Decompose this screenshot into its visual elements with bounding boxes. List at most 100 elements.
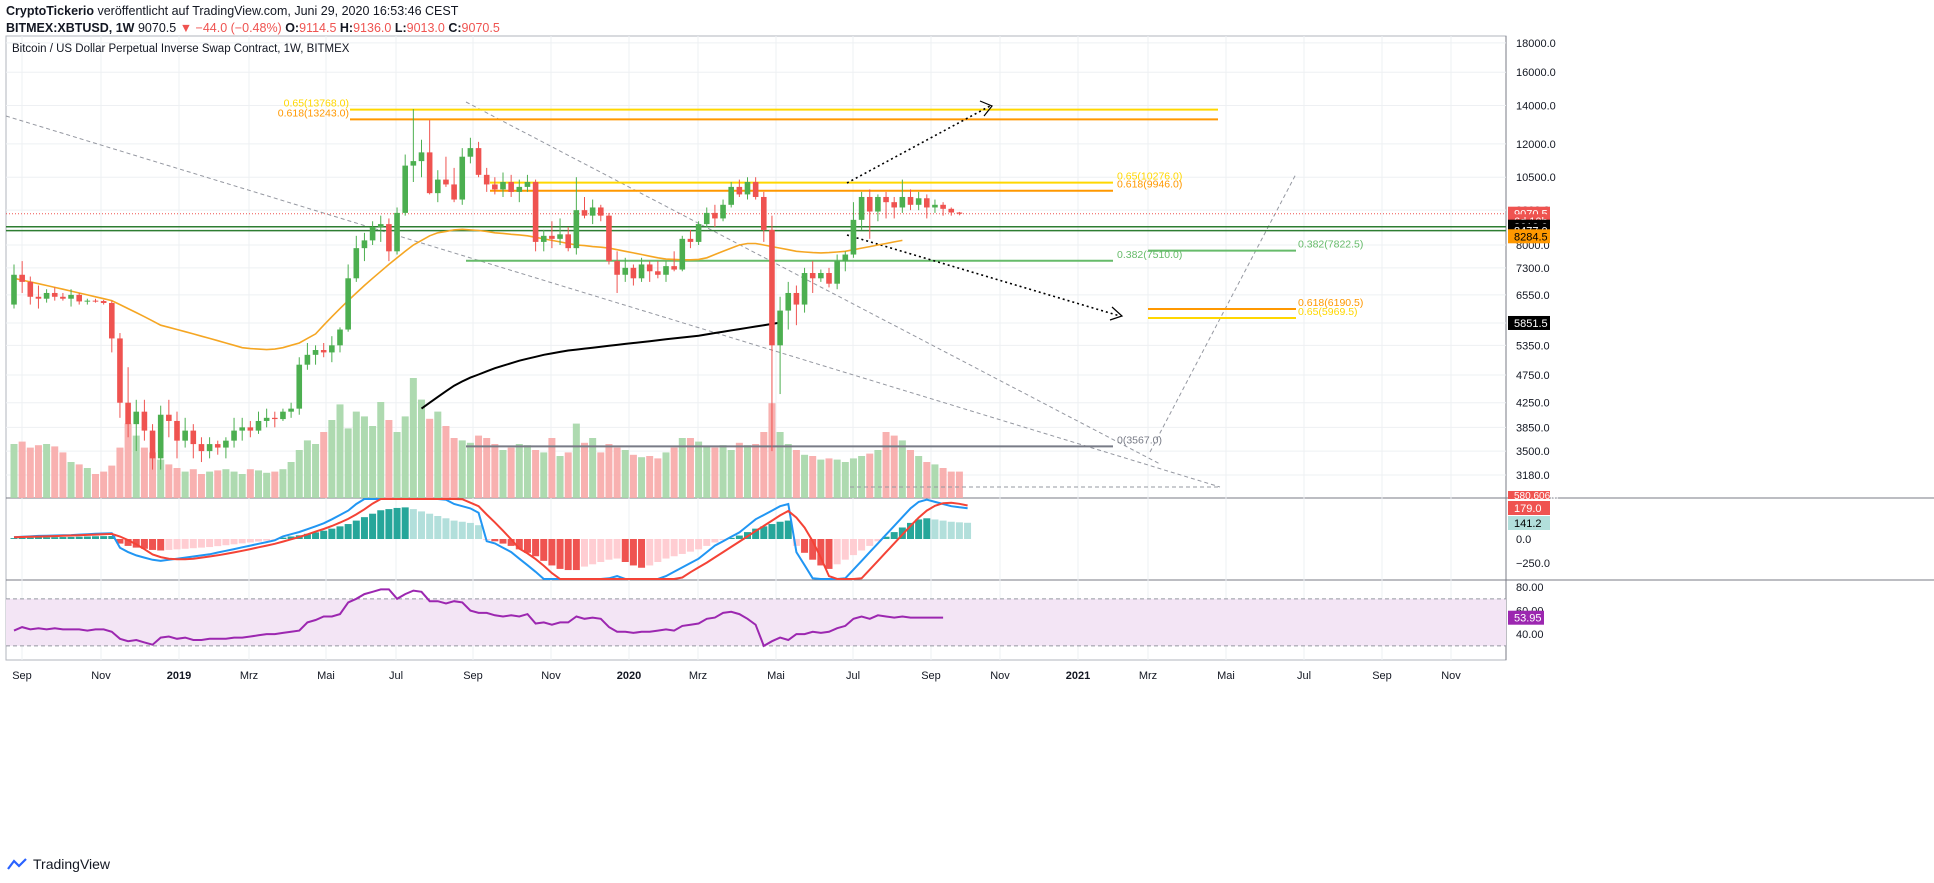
x-tick-label: 2019 bbox=[167, 670, 191, 682]
candle-body bbox=[785, 292, 792, 311]
candle-body bbox=[907, 196, 914, 205]
macd-badge bbox=[1508, 516, 1550, 530]
macd-histogram-bar bbox=[263, 539, 271, 541]
volume-bar bbox=[92, 474, 99, 498]
volume-bar bbox=[181, 471, 189, 498]
volume-bar bbox=[581, 442, 588, 498]
macd-histogram-bar bbox=[34, 537, 42, 539]
candle-body bbox=[304, 354, 311, 365]
tradingview-logo-icon[interactable] bbox=[6, 857, 28, 871]
candle-body bbox=[369, 226, 376, 241]
candle-body bbox=[353, 248, 360, 279]
candle-body bbox=[598, 207, 604, 216]
candle-body bbox=[483, 174, 490, 185]
macd-histogram-bar bbox=[303, 533, 311, 539]
volume-bar bbox=[735, 442, 743, 498]
macd-histogram-bar bbox=[727, 537, 735, 539]
volume-bar bbox=[75, 464, 83, 498]
volume-bar bbox=[564, 452, 572, 498]
fib-level-label: 0.65(5969.5) bbox=[1298, 306, 1358, 318]
candle-body bbox=[288, 408, 294, 412]
volume-bar bbox=[157, 459, 165, 498]
macd-histogram-bar bbox=[523, 539, 531, 553]
candle-body bbox=[51, 292, 58, 297]
macd-histogram-bar bbox=[279, 537, 287, 539]
candle-body bbox=[475, 148, 482, 175]
candle-body bbox=[394, 212, 400, 252]
volume-bar bbox=[336, 404, 344, 498]
candle-body bbox=[891, 202, 897, 208]
volume-bar bbox=[931, 464, 939, 498]
volume-bar bbox=[540, 452, 548, 498]
volume-bar bbox=[393, 432, 401, 498]
fib-level-label: 0.382(7822.5) bbox=[1298, 239, 1363, 251]
candle-body bbox=[345, 278, 351, 330]
volume-bar bbox=[255, 470, 262, 498]
arrow-head-icon bbox=[979, 100, 993, 117]
candle-body bbox=[320, 350, 327, 353]
volume-bar bbox=[939, 468, 947, 498]
y-tick-label: 4250.0 bbox=[1516, 398, 1550, 410]
candle-body bbox=[386, 224, 392, 252]
macd-histogram-bar bbox=[703, 539, 711, 546]
macd-histogram-bar bbox=[776, 521, 784, 539]
volume-bar bbox=[849, 458, 857, 498]
brand-name[interactable]: TradingView bbox=[33, 856, 111, 872]
macd-histogram-bar bbox=[320, 530, 328, 539]
arrow-head-icon bbox=[1109, 306, 1124, 321]
macd-histogram-bar bbox=[409, 509, 417, 539]
macd-histogram-bar bbox=[540, 539, 548, 561]
macd-histogram-bar bbox=[507, 539, 515, 546]
macd-histogram-bar bbox=[939, 520, 947, 539]
candle-body bbox=[606, 215, 612, 262]
candle-body bbox=[883, 196, 889, 203]
macd-histogram-bar bbox=[466, 522, 474, 539]
rsi-badge-label: 53.95 bbox=[1514, 613, 1542, 625]
macd-histogram-bar bbox=[197, 539, 205, 548]
macd-histogram-bar bbox=[809, 539, 817, 560]
candle-body bbox=[940, 204, 946, 209]
price-badge bbox=[1508, 229, 1550, 244]
volume-bar bbox=[434, 411, 442, 498]
high-value: 9136.0 bbox=[353, 21, 392, 35]
macd-histogram-bar bbox=[548, 539, 556, 566]
candle-body bbox=[206, 444, 213, 452]
candle-body bbox=[312, 350, 319, 355]
volume-bar bbox=[874, 450, 882, 498]
volume-bar bbox=[752, 444, 760, 498]
macd-histogram-bar bbox=[613, 539, 621, 559]
rsi-band bbox=[6, 598, 1506, 646]
volume-bar bbox=[638, 457, 646, 498]
macd-histogram-bar bbox=[385, 509, 393, 539]
macd-histogram-bar bbox=[165, 539, 173, 550]
macd-histogram-bar bbox=[858, 539, 866, 551]
macd-histogram-bar bbox=[890, 532, 898, 539]
volume-bar bbox=[83, 468, 91, 498]
volume-bar bbox=[165, 464, 173, 498]
chart-header: CryptoTickerio veröffentlicht auf Tradin… bbox=[6, 3, 500, 37]
publisher-name[interactable]: CryptoTickerio bbox=[6, 4, 94, 18]
macd-histogram-bar bbox=[140, 539, 148, 549]
candle-body bbox=[190, 430, 197, 445]
candle-body bbox=[214, 444, 221, 448]
candle-body bbox=[679, 238, 686, 270]
candle-body bbox=[263, 417, 270, 421]
candle-body bbox=[426, 152, 433, 194]
price-badge-label: 8284.5 bbox=[1514, 231, 1548, 243]
trendline-dashed bbox=[1149, 173, 1297, 453]
candle-body bbox=[565, 234, 571, 249]
y-tick-label: 12000.0 bbox=[1516, 139, 1556, 151]
volume-bar bbox=[499, 450, 507, 498]
volume-bar bbox=[132, 435, 140, 498]
fib-level-label: 0.618(9946.0) bbox=[1117, 179, 1182, 191]
volume-bar bbox=[312, 444, 320, 498]
candle-body bbox=[655, 271, 661, 275]
volume-bar bbox=[686, 438, 694, 498]
candle-body bbox=[27, 281, 34, 297]
macd-histogram-bar bbox=[515, 539, 523, 550]
macd-badge bbox=[1508, 501, 1550, 515]
candle-body bbox=[769, 229, 775, 346]
x-tick-label: Nov bbox=[990, 670, 1010, 682]
macd-histogram-bar bbox=[817, 539, 825, 566]
